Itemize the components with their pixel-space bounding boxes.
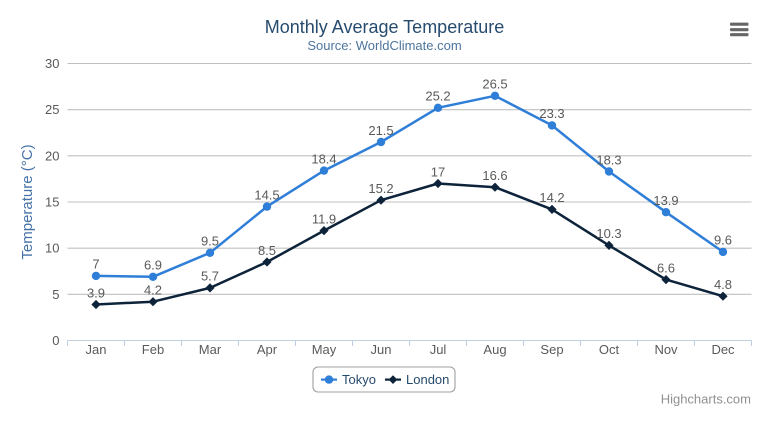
svg-text:7: 7 <box>92 257 99 272</box>
svg-text:London: London <box>406 372 449 387</box>
svg-text:Sep: Sep <box>540 342 563 357</box>
svg-text:10: 10 <box>45 241 59 256</box>
svg-text:11.9: 11.9 <box>312 211 336 226</box>
svg-text:8.5: 8.5 <box>258 243 276 258</box>
svg-text:Dec: Dec <box>711 342 735 357</box>
svg-text:16.6: 16.6 <box>482 168 507 183</box>
svg-text:4.8: 4.8 <box>714 277 732 292</box>
svg-text:21.5: 21.5 <box>368 123 393 138</box>
svg-text:Tokyo: Tokyo <box>342 372 376 387</box>
svg-text:9.5: 9.5 <box>201 234 219 249</box>
svg-text:4.2: 4.2 <box>144 283 162 298</box>
svg-text:Jan: Jan <box>86 342 107 357</box>
svg-text:15.2: 15.2 <box>368 181 393 196</box>
svg-text:10.3: 10.3 <box>596 226 621 241</box>
svg-text:Monthly Average Temperature: Monthly Average Temperature <box>265 17 504 37</box>
svg-text:18.4: 18.4 <box>311 151 336 166</box>
svg-text:Jul: Jul <box>430 342 447 357</box>
svg-text:25.2: 25.2 <box>425 89 450 104</box>
svg-text:Mar: Mar <box>199 342 222 357</box>
svg-text:17: 17 <box>431 164 445 179</box>
svg-text:14.2: 14.2 <box>539 190 564 205</box>
svg-text:14.5: 14.5 <box>254 187 279 202</box>
svg-text:Source: WorldClimate.com: Source: WorldClimate.com <box>307 38 461 53</box>
svg-text:6.9: 6.9 <box>144 258 162 273</box>
svg-text:3.9: 3.9 <box>87 285 105 300</box>
svg-text:Highcharts.com: Highcharts.com <box>661 392 751 407</box>
svg-text:Jun: Jun <box>371 342 392 357</box>
svg-text:26.5: 26.5 <box>482 77 507 92</box>
svg-text:Feb: Feb <box>142 342 164 357</box>
svg-text:0: 0 <box>52 333 59 348</box>
svg-text:25: 25 <box>45 102 59 117</box>
svg-text:23.3: 23.3 <box>539 106 564 121</box>
svg-text:15: 15 <box>45 195 59 210</box>
svg-text:Nov: Nov <box>654 342 678 357</box>
svg-text:May: May <box>312 342 337 357</box>
svg-text:Aug: Aug <box>483 342 506 357</box>
svg-text:5.7: 5.7 <box>201 269 219 284</box>
svg-text:Oct: Oct <box>599 342 620 357</box>
svg-text:20: 20 <box>45 148 59 163</box>
svg-text:9.6: 9.6 <box>714 233 732 248</box>
svg-text:Apr: Apr <box>257 342 278 357</box>
svg-text:Temperature (°C): Temperature (°C) <box>19 144 36 259</box>
svg-text:30: 30 <box>45 56 59 71</box>
svg-text:13.9: 13.9 <box>653 193 678 208</box>
svg-text:5: 5 <box>52 287 59 302</box>
svg-text:6.6: 6.6 <box>657 260 675 275</box>
svg-text:18.3: 18.3 <box>596 152 621 167</box>
